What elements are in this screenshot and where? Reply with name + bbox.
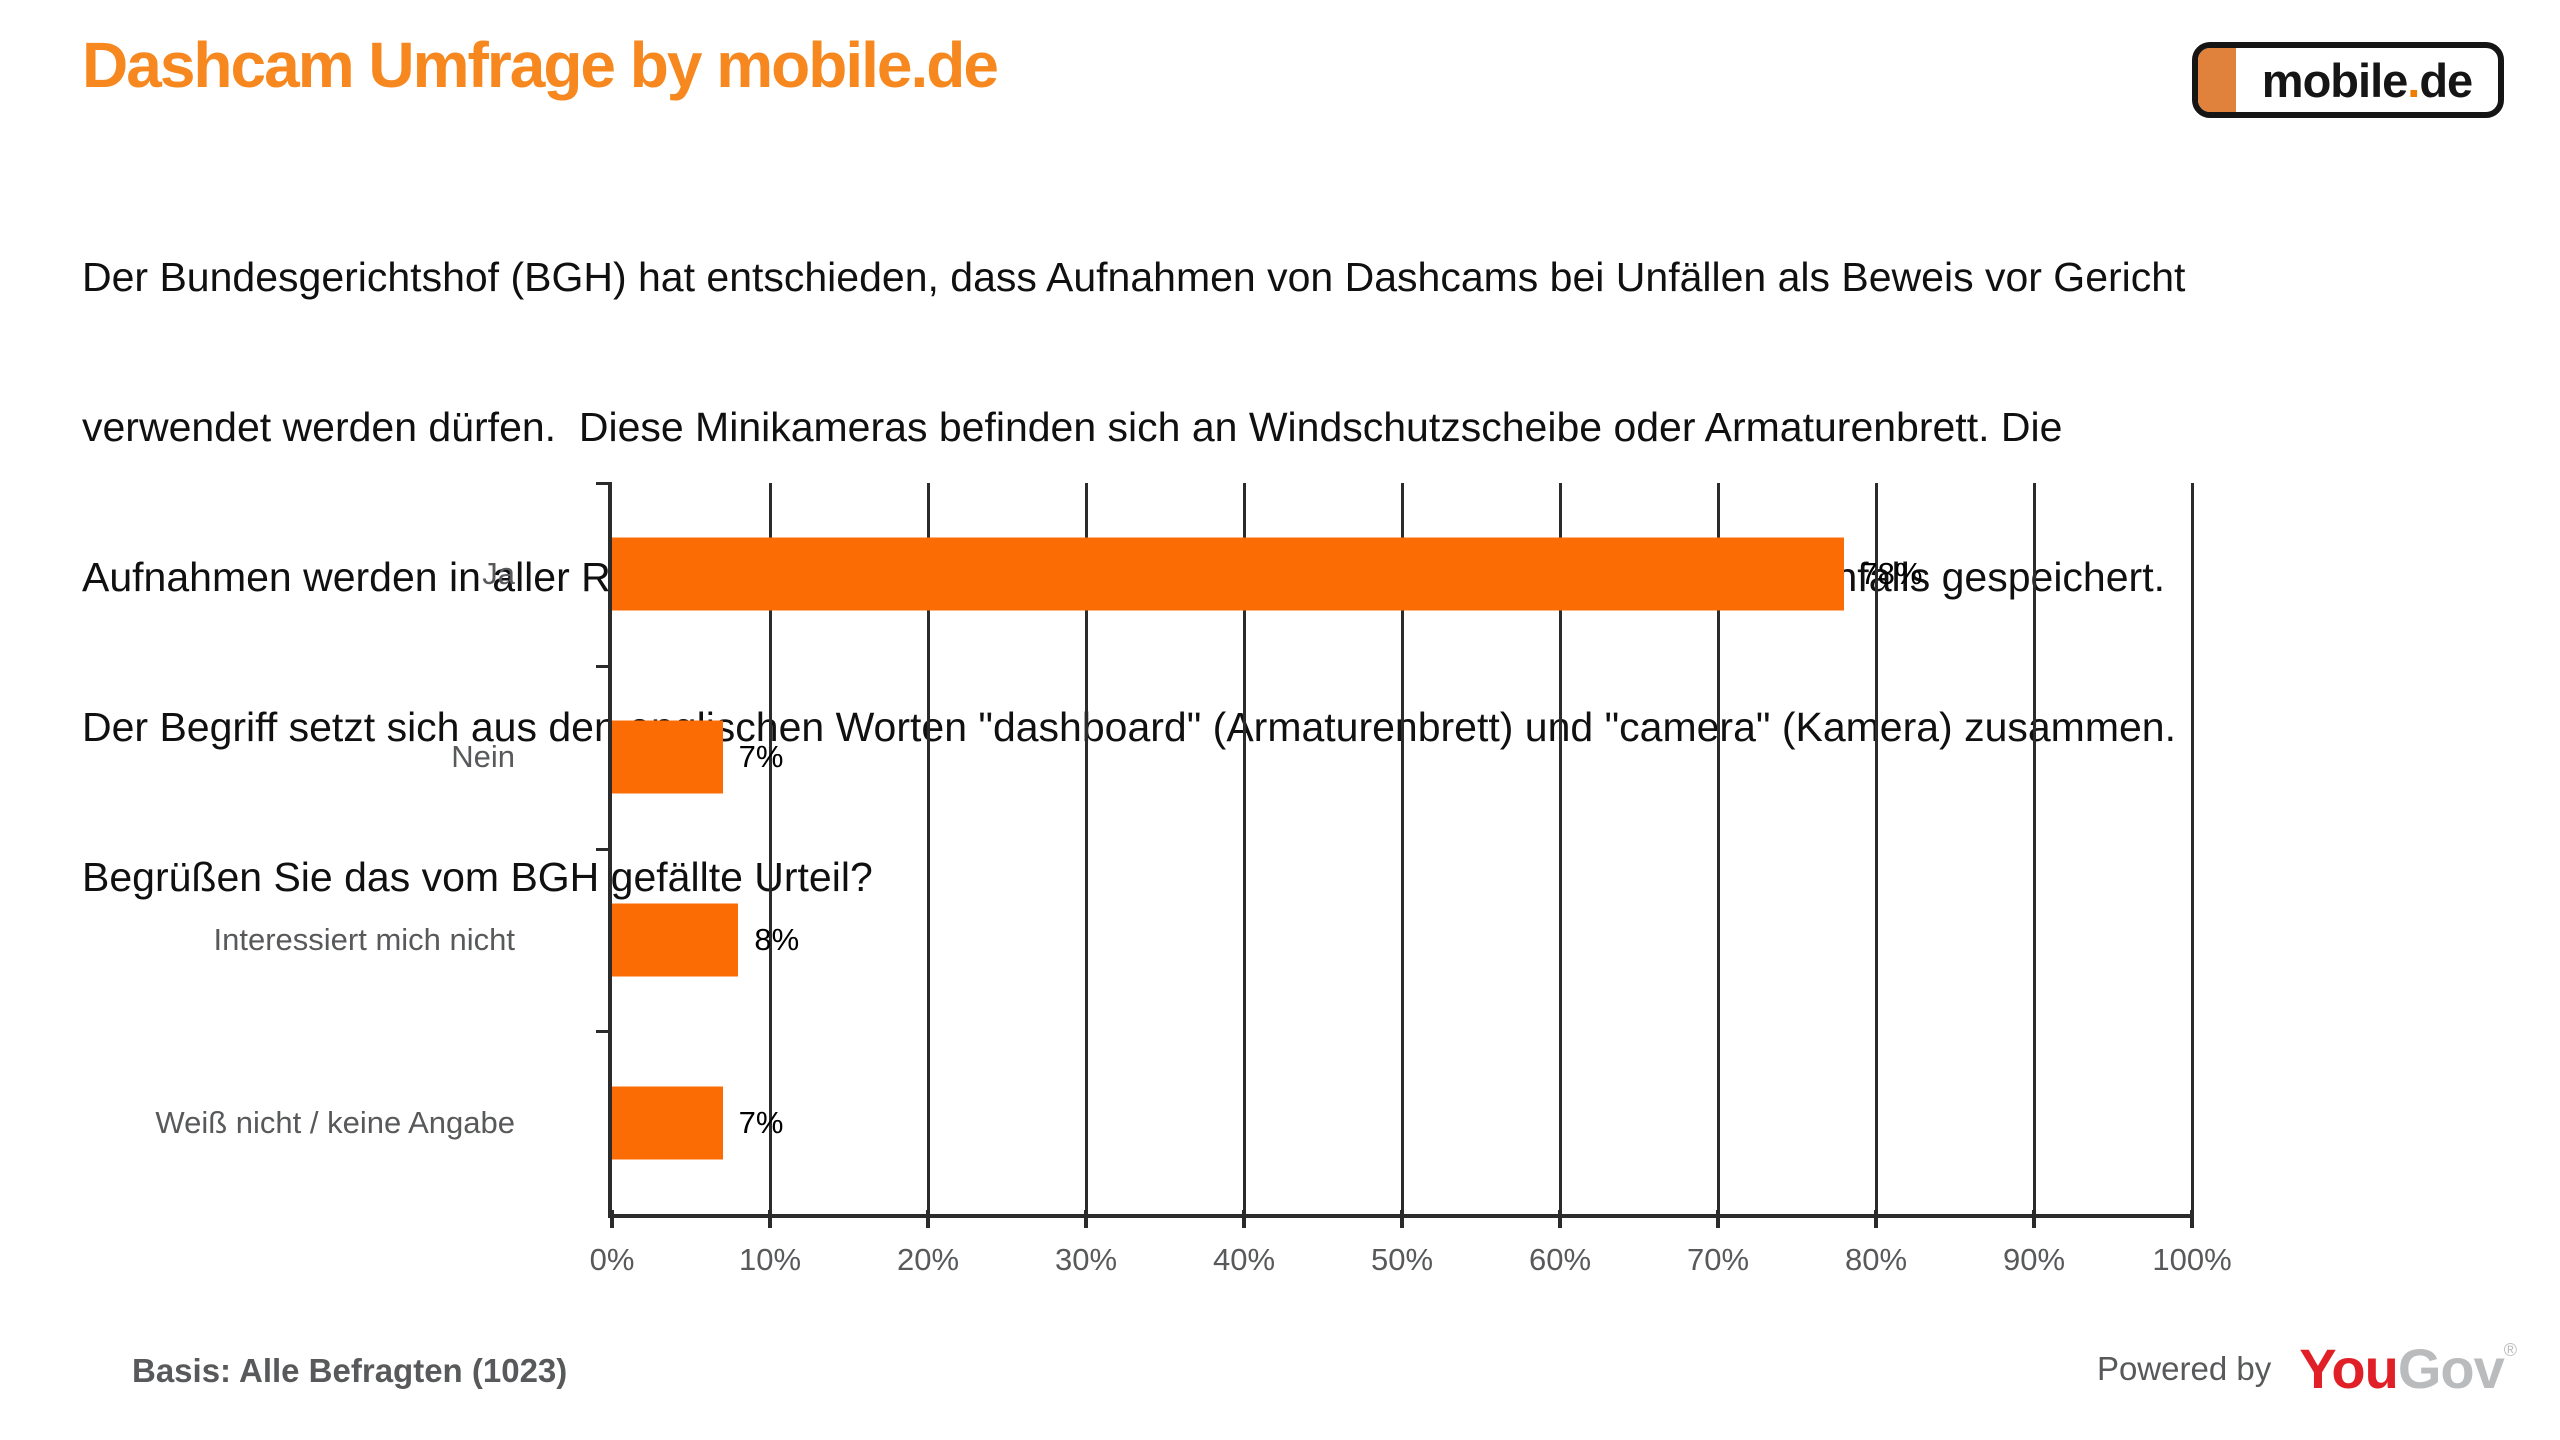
y-axis-tick (596, 664, 612, 668)
x-tick-label: 30% (1054, 1242, 1118, 1277)
x-axis-tick (1874, 1210, 1878, 1228)
x-tick-label: 50% (1370, 1242, 1434, 1277)
bar-2 (612, 903, 739, 977)
bar-0 (612, 537, 1845, 611)
x-tick-label: 100% (2152, 1242, 2232, 1277)
x-axis-tick (2190, 1210, 2194, 1228)
logo-text: mobile. de (2236, 48, 2498, 112)
x-axis-tick (768, 1210, 772, 1228)
category-labels: Ja Nein Interessiert mich nicht Weiß nicht … (82, 483, 515, 1214)
powered-by: Powered by You Gov ® (2096, 1336, 2517, 1401)
logo-text-suffix: de (2419, 53, 2473, 107)
yougov-you: You (2299, 1337, 2399, 1400)
mobile-de-logo: mobile. de (2192, 42, 2504, 118)
intro-line: Begrüßen Sie das vom BGH gefällte Urteil… (82, 854, 873, 900)
bar-value-label: 7% (738, 739, 784, 775)
x-axis-tick (1716, 1210, 1720, 1228)
x-axis-tick (1558, 1210, 1562, 1228)
x-axis-tick (610, 1210, 614, 1228)
gridline (1084, 483, 1088, 1214)
bar-value-label: 7% (738, 1104, 784, 1140)
gridline (2032, 483, 2036, 1214)
x-axis-tick (1242, 1210, 1246, 1228)
bar-row: 7% (612, 666, 2192, 849)
gridline (2190, 483, 2194, 1214)
x-tick-label: 40% (1212, 1242, 1276, 1277)
bar-row: 7% (612, 1031, 2192, 1214)
category-label: Ja (482, 556, 515, 592)
bar-3 (612, 1086, 723, 1160)
gridline (1400, 483, 1404, 1214)
gridline (768, 483, 772, 1214)
gridline (1242, 483, 1246, 1214)
bar-value-label: 78% (1860, 556, 1923, 592)
logo-text-main: mobile (2261, 53, 2408, 107)
logo-dot: . (2407, 53, 2420, 107)
x-axis-tick (2032, 1210, 2036, 1228)
y-axis-tick (596, 482, 612, 485)
powered-by-label: Powered by (2096, 1349, 2272, 1387)
gridline (926, 483, 930, 1214)
plot-area: 0% 10% 20% 30% 40% 50% 60% 70% 80% 90% 100% 78% 7% 8%… (590, 482, 2232, 1277)
category-label: Nein (451, 739, 515, 775)
bar-value-label: 8% (754, 921, 800, 957)
x-tick-label: 10% (738, 1242, 802, 1277)
x-tick-label: 0% (589, 1242, 635, 1277)
x-tick-label: 20% (896, 1242, 960, 1277)
gridline (1716, 483, 1720, 1214)
page-title: Dashcam Umfrage by mobile.de (82, 29, 999, 101)
y-axis-tick (596, 847, 612, 851)
x-tick-label: 70% (1686, 1242, 1750, 1277)
intro-line: Der Begriff setzt sich aus den englische… (82, 704, 2176, 750)
basis-note: Basis: Alle Befragten (1023) (132, 1352, 568, 1389)
bar-row: 78% (612, 483, 2192, 666)
x-axis-tick (1400, 1210, 1404, 1228)
logo-accent-block (2198, 48, 2236, 112)
x-tick-label: 80% (1844, 1242, 1908, 1277)
gridline (1874, 483, 1878, 1214)
y-axis-tick (596, 1030, 612, 1034)
category-label: Interessiert mich nicht (213, 921, 516, 957)
gridline (1558, 483, 1562, 1214)
x-tick-label: 90% (2002, 1242, 2066, 1277)
category-label: Weiß nicht / keine Angabe (155, 1104, 515, 1140)
x-axis-tick (926, 1210, 930, 1228)
bar-row: 8% (612, 849, 2192, 1032)
x-tick-label: 60% (1528, 1242, 1592, 1277)
registered-mark: ® (2503, 1340, 2517, 1360)
yougov-logo: You Gov ® (2299, 1336, 2517, 1401)
x-axis-tick (1084, 1210, 1088, 1228)
yougov-gov: Gov (2397, 1337, 2505, 1400)
bar-1 (612, 720, 723, 794)
intro-line: verwendet werden dürfen. Diese Minikamer… (82, 404, 2063, 450)
intro-line: Der Bundesgerichtshof (BGH) hat entschie… (82, 254, 2186, 300)
